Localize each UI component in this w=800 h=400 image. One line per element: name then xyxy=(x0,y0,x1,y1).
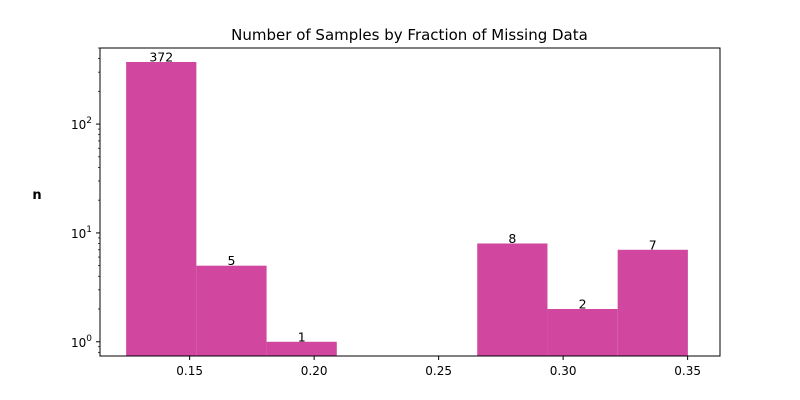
x-tick-label: 0.30 xyxy=(550,364,577,378)
y-tick-label: 100 xyxy=(71,334,92,350)
y-tick-label: 101 xyxy=(71,225,92,241)
x-tick-label: 0.35 xyxy=(674,364,701,378)
histogram-bar xyxy=(196,265,267,356)
plot-frame xyxy=(99,47,721,357)
bar-value-label: 372 xyxy=(149,49,173,64)
chart-title: Number of Samples by Fraction of Missing… xyxy=(231,26,588,44)
histogram-bar xyxy=(617,249,688,356)
bar-labels-group: 372 5 1 8 2 7 xyxy=(149,49,656,344)
bar-value-label: 2 xyxy=(579,297,587,312)
y-tick-label: 102 xyxy=(71,116,92,132)
histogram-bar xyxy=(477,243,548,356)
bar-value-label: 8 xyxy=(508,231,516,246)
histogram-bar xyxy=(547,309,618,356)
y-axis: 100 101 102 xyxy=(71,47,100,353)
bar-value-label: 1 xyxy=(298,329,306,344)
x-axis: 0.15 0.20 0.25 0.30 0.35 xyxy=(176,356,701,378)
x-tick-label: 0.15 xyxy=(176,364,203,378)
histogram-bar xyxy=(126,61,197,356)
x-tick-label: 0.20 xyxy=(301,364,328,378)
bars-group xyxy=(126,61,688,356)
y-axis-label: n xyxy=(32,188,41,203)
bar-value-label: 7 xyxy=(649,237,657,252)
bar-value-label: 5 xyxy=(227,253,235,268)
x-tick-label: 0.25 xyxy=(425,364,452,378)
histogram-bar xyxy=(266,341,337,356)
